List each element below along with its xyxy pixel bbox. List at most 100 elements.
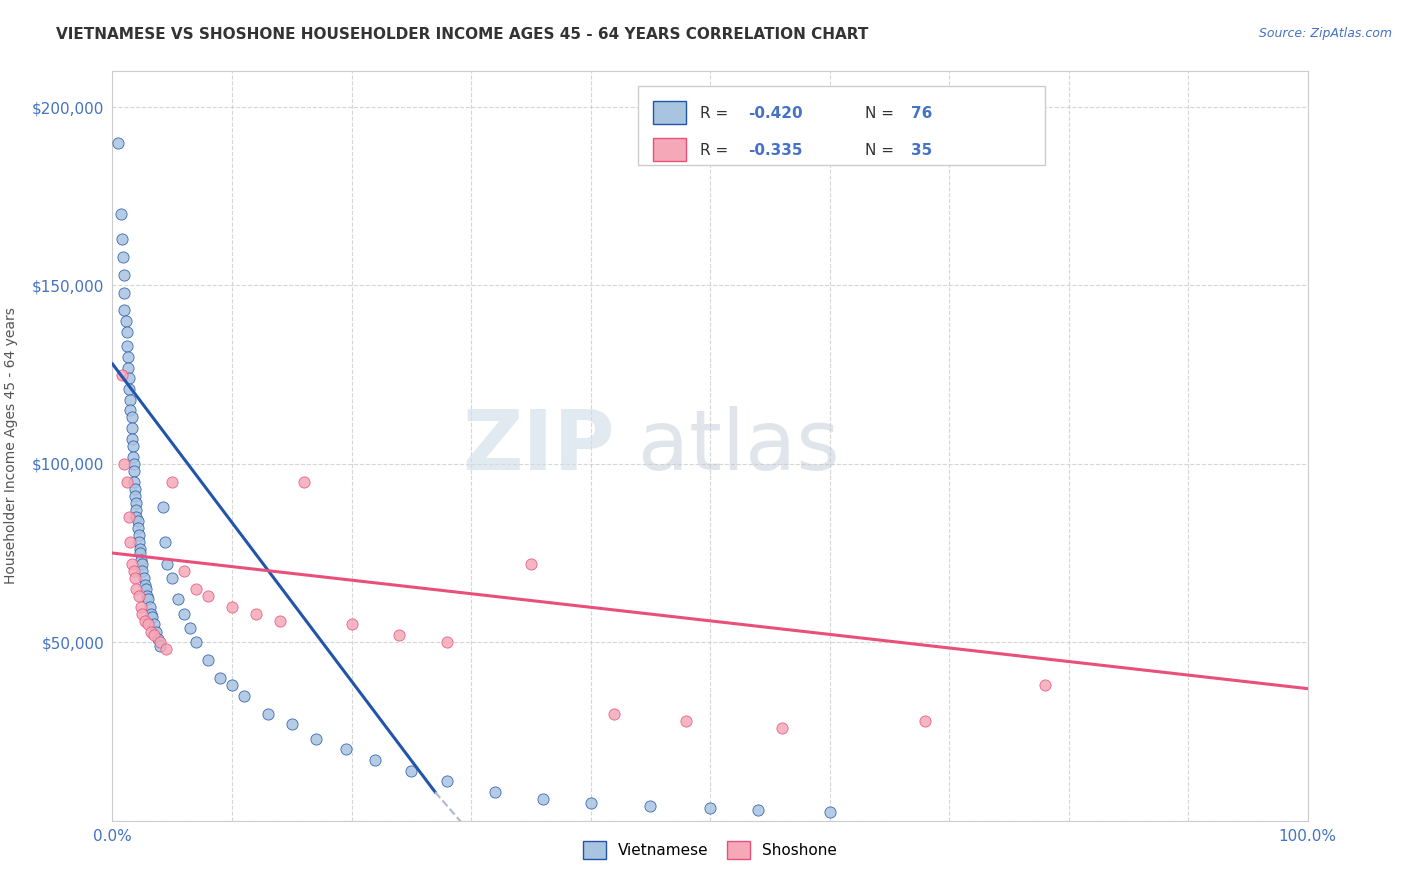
Point bbox=[197, 589, 219, 603]
Point bbox=[340, 617, 363, 632]
Point bbox=[269, 614, 291, 628]
Text: N =: N = bbox=[866, 144, 900, 159]
FancyBboxPatch shape bbox=[638, 87, 1045, 165]
Point bbox=[111, 368, 134, 382]
Point bbox=[155, 642, 177, 657]
Point bbox=[125, 510, 148, 524]
Point bbox=[436, 774, 458, 789]
Point bbox=[111, 232, 134, 246]
Point bbox=[114, 303, 135, 318]
Point bbox=[484, 785, 506, 799]
Point bbox=[107, 136, 129, 150]
Point bbox=[162, 571, 183, 585]
Point bbox=[221, 599, 243, 614]
Point bbox=[122, 464, 145, 478]
Point bbox=[128, 589, 150, 603]
Point bbox=[121, 421, 143, 435]
Text: R =: R = bbox=[700, 144, 734, 159]
Point bbox=[117, 360, 139, 375]
Point bbox=[128, 535, 150, 549]
Point bbox=[305, 731, 328, 746]
FancyBboxPatch shape bbox=[652, 102, 686, 124]
Point bbox=[520, 557, 543, 571]
Point bbox=[120, 392, 142, 407]
Point bbox=[173, 607, 195, 621]
Point bbox=[115, 339, 138, 353]
Point bbox=[335, 742, 357, 756]
Point bbox=[186, 635, 208, 649]
Point bbox=[121, 410, 143, 425]
Legend: Vietnamese, Shoshone: Vietnamese, Shoshone bbox=[576, 835, 844, 865]
Point bbox=[129, 599, 152, 614]
Text: N =: N = bbox=[866, 106, 900, 121]
Point bbox=[134, 614, 156, 628]
Point bbox=[401, 764, 423, 778]
Point bbox=[818, 805, 841, 819]
Point bbox=[122, 564, 145, 578]
Point bbox=[120, 403, 142, 417]
Point bbox=[179, 621, 201, 635]
Point bbox=[209, 671, 232, 685]
Point bbox=[162, 475, 183, 489]
Point bbox=[197, 653, 219, 667]
Point bbox=[139, 607, 162, 621]
Point bbox=[120, 535, 142, 549]
Text: VIETNAMESE VS SHOSHONE HOUSEHOLDER INCOME AGES 45 - 64 YEARS CORRELATION CHART: VIETNAMESE VS SHOSHONE HOUSEHOLDER INCOM… bbox=[56, 27, 869, 42]
Point bbox=[129, 546, 152, 560]
Text: ZIP: ZIP bbox=[463, 406, 614, 486]
Point bbox=[603, 706, 626, 721]
Point bbox=[135, 582, 157, 596]
Point bbox=[128, 528, 150, 542]
Point bbox=[127, 521, 149, 535]
Point bbox=[149, 635, 172, 649]
Point bbox=[186, 582, 208, 596]
Point bbox=[122, 457, 145, 471]
Point bbox=[138, 599, 160, 614]
Point bbox=[531, 792, 554, 806]
Point bbox=[136, 589, 159, 603]
Point bbox=[139, 624, 162, 639]
Point bbox=[1033, 678, 1056, 692]
Point bbox=[125, 582, 148, 596]
Point bbox=[112, 250, 135, 264]
Point bbox=[149, 639, 172, 653]
Point bbox=[364, 753, 387, 767]
Point bbox=[114, 285, 135, 300]
Point bbox=[131, 607, 153, 621]
Point bbox=[699, 801, 721, 815]
Text: 76: 76 bbox=[911, 106, 932, 121]
Point bbox=[167, 592, 190, 607]
Y-axis label: Householder Income Ages 45 - 64 years: Householder Income Ages 45 - 64 years bbox=[4, 308, 18, 584]
Text: atlas: atlas bbox=[638, 406, 839, 486]
Point bbox=[110, 207, 132, 221]
Point bbox=[124, 489, 146, 503]
Point bbox=[121, 439, 143, 453]
Point bbox=[124, 482, 146, 496]
Point bbox=[146, 632, 169, 646]
Point bbox=[436, 635, 458, 649]
Point bbox=[125, 503, 148, 517]
Point bbox=[134, 578, 156, 592]
Point bbox=[141, 610, 163, 624]
Point bbox=[221, 678, 243, 692]
Point bbox=[114, 268, 135, 282]
Point bbox=[152, 500, 174, 514]
Point bbox=[281, 717, 304, 731]
Point bbox=[914, 714, 936, 728]
Point bbox=[122, 475, 145, 489]
Point bbox=[770, 721, 793, 735]
Point bbox=[138, 592, 160, 607]
Point bbox=[131, 557, 153, 571]
Point bbox=[124, 571, 146, 585]
Point bbox=[114, 457, 135, 471]
Text: 35: 35 bbox=[911, 144, 932, 159]
Point bbox=[114, 314, 136, 328]
Point bbox=[145, 624, 167, 639]
Text: -0.420: -0.420 bbox=[748, 106, 803, 121]
Point bbox=[143, 628, 166, 642]
Point bbox=[292, 475, 315, 489]
Text: Source: ZipAtlas.com: Source: ZipAtlas.com bbox=[1258, 27, 1392, 40]
Point bbox=[579, 796, 602, 810]
Point bbox=[257, 706, 280, 721]
Point bbox=[121, 450, 143, 464]
